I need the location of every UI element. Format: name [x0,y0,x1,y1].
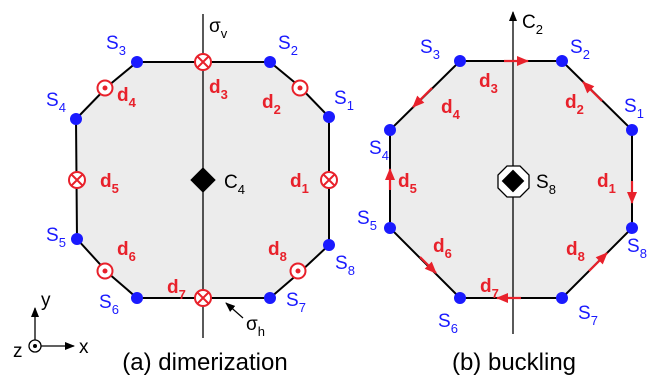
disp-label-d7: d7 [480,276,499,301]
site-dot [264,56,276,68]
site-dot [626,222,638,234]
site-label-s6: S6 [99,292,119,317]
coordinate-axes: y x z [13,290,89,362]
displacement-labels-b: d1 d2 d3 d4 d5 d6 d7 d8 [398,71,616,301]
sites-b [384,55,638,304]
site-dot [384,124,396,136]
site-label-s5: S5 [357,208,377,233]
sigma-h-pointer [225,302,244,319]
dot-circle-icon [96,262,114,280]
disp-label-d6: d6 [433,236,452,261]
site-dot [131,292,143,304]
disp-label-d1: d1 [290,171,309,196]
dot-circle-icon [289,262,307,280]
disp-label-d5: d5 [100,171,119,196]
site-dot [556,292,568,304]
displacement-arrows-b [385,56,637,303]
dot-circle-icon [291,79,309,97]
site-dot [323,111,335,123]
z-axis-label: z [13,341,23,362]
site-dot [626,124,638,136]
site-labels-b: S1 S2 S3 S4 S5 S6 S7 S8 [357,37,647,336]
sigma-h-label: σh [246,314,265,339]
site-dot [131,56,143,68]
caption-a: (a) dimerization [122,349,287,376]
disp-label-d7: d7 [167,277,186,302]
panel-a: σv σh C4 S1 S2 S3 S4 S5 S6 S7 S8 d1 d2 d… [46,14,355,376]
c2-label: C2 [522,12,543,37]
site-dot [71,233,83,245]
site-label-s6: S6 [438,311,458,336]
dot-circle-icon [96,79,114,97]
z-axis-dot [33,344,37,348]
disp-label-d3: d3 [479,71,498,96]
site-label-s5: S5 [46,225,66,250]
disp-label-d3: d3 [209,77,228,102]
arrow-d4 [412,87,433,108]
disp-label-d8: d8 [268,239,287,264]
disp-label-d8: d8 [566,239,585,264]
site-label-s2: S2 [570,37,590,62]
site-label-s4: S4 [46,90,66,115]
site-label-s1: S1 [624,96,644,121]
arrow-d2 [582,81,603,102]
cross-circle-icon [68,171,86,189]
x-axis-label: x [79,337,89,358]
disp-label-d1: d1 [597,171,616,196]
y-axis-label: y [41,290,51,311]
site-dot [70,113,82,125]
panel-b: C2 S8 S1 S2 S3 S4 S5 S6 S7 S8 d1 d2 d3 d… [357,11,647,376]
site-label-s8: S8 [335,253,355,278]
site-dot [556,55,568,67]
caption-b: (b) buckling [452,349,576,376]
displacement-labels-a: d1 d2 d3 d4 d5 d6 d7 d8 [100,77,309,302]
arrow-d6 [419,256,437,274]
disp-label-d4: d4 [117,85,137,110]
disp-label-d5: d5 [398,171,417,196]
site-label-s7: S7 [578,303,598,328]
sigma-v-label: σv [209,16,228,41]
disp-label-d2: d2 [565,92,584,117]
site-labels-a: S1 S2 S3 S4 S5 S6 S7 S8 [46,33,355,317]
site-label-s1: S1 [334,88,354,113]
cross-circle-icon [320,171,338,189]
c4-label: C4 [224,172,245,197]
disp-label-d2: d2 [262,92,281,117]
site-label-s3: S3 [420,37,440,62]
disp-label-d6: d6 [117,239,136,264]
site-dot [384,222,396,234]
site-label-s3: S3 [106,33,126,58]
s8-center-label: S8 [536,172,556,197]
site-dot [323,239,335,251]
site-dot [454,292,466,304]
cross-circle-icon [194,53,212,71]
arrow-d8 [588,252,608,272]
site-dot [264,292,276,304]
site-label-s2: S2 [278,33,298,58]
into-page-symbols [68,53,338,307]
site-label-s4: S4 [369,138,389,163]
cross-circle-icon [194,289,212,307]
out-of-page-symbols [96,79,309,280]
site-dot [454,55,466,67]
site-label-s8: S8 [627,236,647,261]
disp-label-d4: d4 [441,97,461,122]
sites-a [70,56,335,304]
site-label-s7: S7 [286,290,306,315]
